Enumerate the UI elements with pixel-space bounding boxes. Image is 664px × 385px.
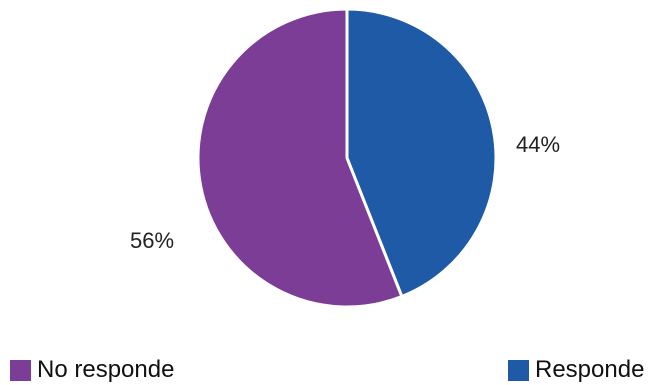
data-label-no-responde: 56% bbox=[130, 228, 174, 253]
legend-swatch-responde bbox=[508, 359, 529, 381]
legend-swatch-no-responde bbox=[10, 359, 31, 381]
data-label-responde: 44% bbox=[516, 132, 560, 157]
legend-label-responde: Responde bbox=[535, 356, 645, 383]
pie-slice-no-responde bbox=[196, 7, 404, 309]
legend-item-no-responde: No responde bbox=[10, 356, 174, 384]
legend-label-no-responde: No responde bbox=[37, 356, 175, 383]
legend-item-responde: Responde bbox=[508, 356, 644, 384]
pie-slice-responde bbox=[345, 7, 498, 299]
